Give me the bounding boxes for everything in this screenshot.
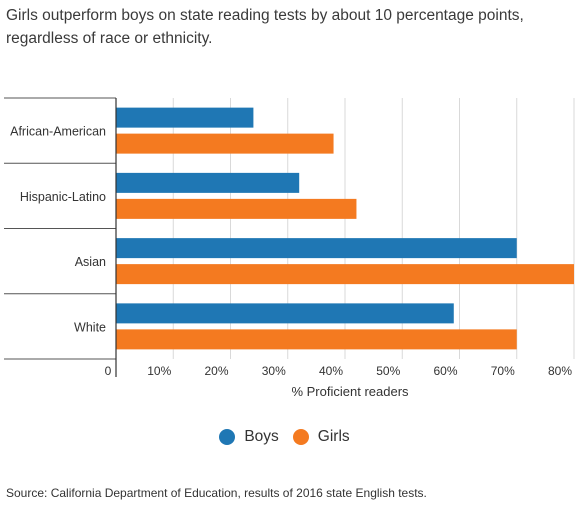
bars-layer [116,107,574,350]
legend-swatch-boys [219,429,236,445]
bar-girls-white [116,329,517,350]
bar-girls-asian [116,264,574,285]
bar-boys-african-american [116,107,254,128]
chart-title: Girls outperform boys on state reading t… [6,7,524,47]
legend-item-girls: Girls [292,428,350,446]
legend-item-boys: Boys [219,428,279,446]
x-tick-label: 60% [433,364,457,378]
category-label: Asian [75,255,106,269]
legend: Boys Girls [0,428,583,446]
x-tick-label: 50% [376,364,400,378]
bar-boys-white [116,303,454,324]
axis-layer: African-American Hispanic-Latino Asian Whit… [4,97,572,378]
bar-girls-hispanic-latino [116,198,357,219]
legend-label-boys: Boys [244,428,279,445]
category-label: African-American [10,125,106,139]
bar-girls-african-american [116,133,334,154]
x-tick-label: 20% [204,364,228,378]
x-tick-label: 10% [147,364,171,378]
x-tick-label: 80% [548,364,572,378]
bar-boys-asian [116,238,517,259]
category-label: Hispanic-Latino [20,190,106,204]
bar-chart: African-American Hispanic-Latino Asian Whit… [4,97,575,399]
source-note: Source: California Department of Educati… [6,486,427,500]
x-tick-label: 0 [105,364,112,378]
x-tick-label: 30% [262,364,286,378]
legend-swatch-girls [292,429,309,445]
x-axis-label: % Proficient readers [291,384,409,399]
legend-label-girls: Girls [317,428,350,445]
x-tick-label: 40% [319,364,343,378]
bar-boys-hispanic-latino [116,172,300,193]
category-label: White [74,320,106,334]
x-tick-label: 70% [491,364,515,378]
